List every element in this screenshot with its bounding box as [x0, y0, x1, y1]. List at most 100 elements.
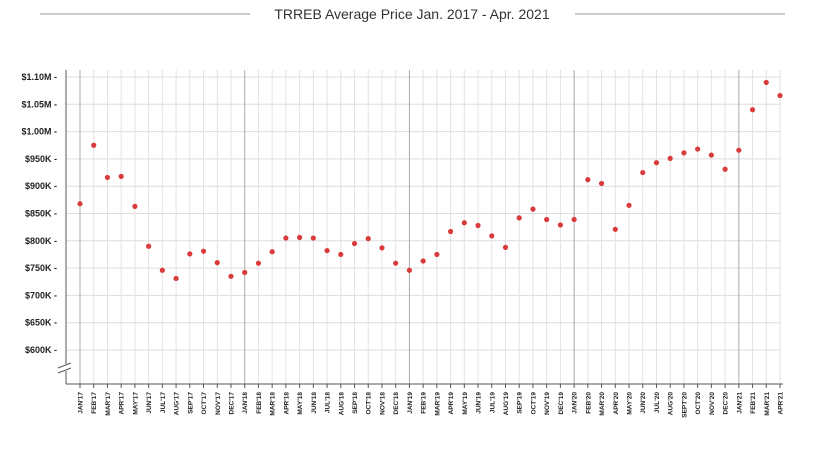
x-tick-label: MAR'17	[105, 392, 112, 416]
data-point	[393, 260, 399, 266]
data-point	[379, 245, 385, 251]
data-point	[626, 202, 632, 208]
data-point	[708, 152, 714, 158]
data-point	[434, 251, 440, 258]
data-point	[351, 240, 358, 247]
data-point	[489, 233, 495, 239]
data-point	[502, 244, 509, 250]
x-tick-label: SEP'19	[517, 392, 524, 414]
x-tick-label: NOV'17	[215, 392, 222, 415]
x-tick-label: JUN'19	[476, 392, 483, 414]
x-tick-label: DEC'18	[393, 392, 400, 415]
x-tick-label: SEPT'20	[681, 392, 688, 418]
data-point	[104, 174, 111, 181]
x-tick-label: AUG'20	[668, 392, 675, 416]
x-tick-label: JAN'21	[736, 392, 743, 414]
x-tick-label: JUN'18	[311, 392, 318, 414]
x-tick-label: AUG'18	[338, 392, 345, 416]
x-tick-label: JAN'19	[407, 392, 414, 414]
data-point	[585, 177, 591, 183]
data-point	[544, 216, 550, 223]
data-point	[763, 79, 769, 86]
x-tick-label: MAR'21	[764, 392, 771, 416]
data-point	[159, 267, 165, 273]
data-point	[310, 235, 316, 241]
data-point	[653, 160, 660, 166]
x-tick-label: JUN'17	[146, 392, 153, 414]
data-point	[777, 92, 783, 99]
y-tick-label: $1.00M -	[21, 127, 57, 137]
x-tick-label: FEB'20	[585, 392, 592, 414]
y-tick-label: $850K -	[25, 209, 57, 219]
data-point	[749, 107, 756, 113]
data-point	[269, 249, 275, 255]
data-point	[612, 226, 618, 232]
x-tick-label: SEP'17	[187, 392, 194, 414]
x-tick-label: SEP'18	[352, 392, 359, 414]
x-tick-label: MAY'20	[627, 392, 634, 415]
x-tick-labels: JAN'17 FEB'17 MAR'17 APR'17 MAY'17 JUN'17 JUL'…	[78, 392, 785, 418]
y-tick-label: $1.05M -	[21, 99, 57, 109]
data-point	[228, 273, 234, 279]
data-point	[695, 146, 701, 152]
x-tick-label: DEC'20	[723, 392, 730, 415]
x-tick-label: FEB'19	[421, 392, 428, 414]
x-tick-label: JUL'17	[160, 392, 167, 413]
x-tick-label: FEB'18	[256, 392, 263, 414]
x-tick-label: APR'17	[119, 392, 126, 415]
data-point	[365, 236, 371, 242]
x-tick-label: MAY'19	[462, 392, 469, 415]
data-point	[200, 248, 207, 254]
data-point	[667, 155, 673, 161]
y-tick-label: $600K -	[25, 345, 57, 355]
x-tick-label: DEC'17	[228, 392, 235, 415]
data-point	[214, 260, 220, 266]
x-tick-label: MAR'20	[599, 392, 606, 416]
x-tick-label: MAY'18	[297, 392, 304, 415]
x-tick-label: OCT'20	[695, 392, 702, 415]
y-tick-label: $750K -	[25, 263, 57, 273]
data-point	[640, 169, 646, 176]
data-point	[338, 251, 344, 258]
axis-break-mark	[57, 367, 72, 374]
data-point	[530, 206, 536, 212]
x-tick-label: MAY'17	[132, 392, 139, 415]
x-tick-label: JAN'20	[572, 392, 579, 414]
data-point	[681, 150, 687, 156]
x-tick-label: DEC'19	[558, 392, 565, 415]
axis-layer	[56, 70, 783, 388]
data-point	[447, 228, 454, 235]
x-tick-label: JUN'20	[640, 392, 647, 414]
data-point	[516, 215, 522, 221]
x-tick-label: NOV'20	[709, 392, 716, 415]
data-point	[461, 220, 467, 226]
data-point	[255, 260, 262, 266]
y-tick-label: $800K -	[25, 236, 57, 246]
x-tick-label: APR'20	[613, 392, 620, 415]
y-tick-label: $700K -	[25, 290, 57, 300]
data-point	[475, 222, 481, 229]
x-tick-label: APR'21	[778, 392, 785, 415]
x-tick-label: JUL'19	[489, 392, 496, 413]
data-point	[420, 258, 426, 264]
y-tick-labels: $600K - $650K - $700K - $750K - $800K - $850K…	[21, 72, 57, 355]
x-tick-label: OCT'18	[366, 392, 373, 415]
data-point	[557, 222, 563, 228]
axis-break-gap	[56, 364, 70, 371]
x-tick-label: JUL'20	[654, 392, 661, 413]
data-point	[132, 203, 138, 210]
x-tick-label: AUG'17	[174, 392, 181, 416]
axis-break-mark	[57, 362, 72, 369]
data-point	[77, 201, 83, 207]
data-point	[283, 235, 289, 241]
y-tick-label: $1.10M -	[21, 72, 57, 82]
x-tick-label: APR'18	[283, 392, 290, 415]
x-tick-label: JUL'18	[325, 392, 332, 413]
x-tick-label: AUG'19	[503, 392, 510, 416]
x-tick-label: FEB'21	[750, 392, 757, 414]
data-point	[118, 173, 124, 179]
chart-title: TRREB Average Price Jan. 2017 - Apr. 202…	[274, 6, 549, 22]
data-point	[187, 251, 193, 257]
data-point	[242, 269, 248, 276]
